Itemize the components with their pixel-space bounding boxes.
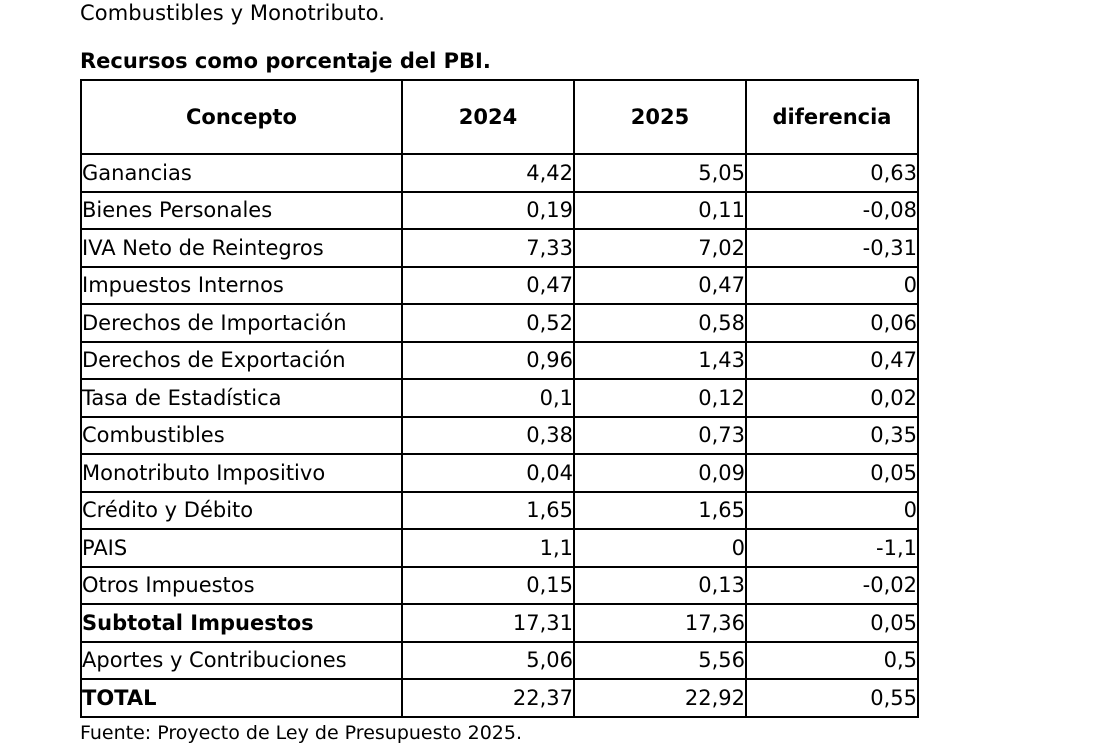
- cell-2025: 0,12: [573, 378, 747, 418]
- cell-2025: 22,92: [573, 678, 747, 718]
- cell-diferencia: 0: [745, 490, 919, 530]
- cell-concepto: Impuestos Internos: [80, 265, 403, 305]
- cell-diferencia: 0,06: [745, 303, 919, 343]
- cell-concepto: Monotributo Impositivo: [80, 453, 403, 493]
- cell-concepto: Derechos de Exportación: [80, 340, 403, 380]
- cell-2024: 22,37: [401, 678, 575, 718]
- header-2025: 2025: [573, 79, 747, 155]
- cell-diferencia: -0,31: [745, 228, 919, 268]
- cell-2025: 0,11: [573, 190, 747, 230]
- cell-concepto: Combustibles: [80, 415, 403, 455]
- cell-concepto: Ganancias: [80, 153, 403, 193]
- cell-2024: 0,96: [401, 340, 575, 380]
- table-row: Impuestos Internos 0,47 0,47 0: [80, 265, 919, 305]
- cell-diferencia: 0,55: [745, 678, 919, 718]
- cell-concepto: Bienes Personales: [80, 190, 403, 230]
- cell-2025: 1,43: [573, 340, 747, 380]
- cell-diferencia: 0: [745, 265, 919, 305]
- cell-concepto: PAIS: [80, 528, 403, 568]
- table-row: Derechos de Exportación 0,96 1,43 0,47: [80, 340, 919, 380]
- cell-diferencia: 0,63: [745, 153, 919, 193]
- cell-2024: 1,65: [401, 490, 575, 530]
- cell-diferencia: 0,02: [745, 378, 919, 418]
- cell-concepto: Aportes y Contribuciones: [80, 640, 403, 680]
- table-row: Derechos de Importación 0,52 0,58 0,06: [80, 303, 919, 343]
- cell-2024: 7,33: [401, 228, 575, 268]
- table-row: IVA Neto de Reintegros 7,33 7,02 -0,31: [80, 228, 919, 268]
- header-concepto: Concepto: [80, 79, 403, 155]
- table-title: Recursos como porcentaje del PBI.: [80, 49, 491, 73]
- cell-2024: 0,15: [401, 565, 575, 605]
- cell-diferencia: 0,05: [745, 453, 919, 493]
- cell-concepto: Crédito y Débito: [80, 490, 403, 530]
- table-row: Monotributo Impositivo 0,04 0,09 0,05: [80, 453, 919, 493]
- cell-diferencia: -0,02: [745, 565, 919, 605]
- table-row: Subtotal Impuestos 17,31 17,36 0,05: [80, 603, 919, 643]
- cell-2025: 0,73: [573, 415, 747, 455]
- cell-diferencia: 0,05: [745, 603, 919, 643]
- header-diferencia: diferencia: [745, 79, 919, 155]
- table-row: Otros Impuestos 0,15 0,13 -0,02: [80, 565, 919, 605]
- cell-2025: 0,47: [573, 265, 747, 305]
- cell-2024: 0,47: [401, 265, 575, 305]
- resources-table: Concepto 2024 2025 diferencia Ganancias 4…: [80, 79, 919, 718]
- cell-2025: 17,36: [573, 603, 747, 643]
- cell-diferencia: -1,1: [745, 528, 919, 568]
- cell-diferencia: -0,08: [745, 190, 919, 230]
- table-row: Tasa de Estadística 0,1 0,12 0,02: [80, 378, 919, 418]
- cell-2025: 0,13: [573, 565, 747, 605]
- cell-concepto: Derechos de Importación: [80, 303, 403, 343]
- cell-2025: 5,05: [573, 153, 747, 193]
- cell-2024: 0,19: [401, 190, 575, 230]
- cell-2024: 0,1: [401, 378, 575, 418]
- table-row: Bienes Personales 0,19 0,11 -0,08: [80, 190, 919, 230]
- cell-2024: 1,1: [401, 528, 575, 568]
- cell-2024: 0,52: [401, 303, 575, 343]
- table-row: Crédito y Débito 1,65 1,65 0: [80, 490, 919, 530]
- cell-concepto: Otros Impuestos: [80, 565, 403, 605]
- cell-concepto: IVA Neto de Reintegros: [80, 228, 403, 268]
- cell-2025: 0: [573, 528, 747, 568]
- cell-concepto: Subtotal Impuestos: [80, 603, 403, 643]
- cell-2024: 0,38: [401, 415, 575, 455]
- cell-concepto: TOTAL: [80, 678, 403, 718]
- cell-2024: 0,04: [401, 453, 575, 493]
- cell-2024: 5,06: [401, 640, 575, 680]
- cell-2024: 4,42: [401, 153, 575, 193]
- cell-2025: 7,02: [573, 228, 747, 268]
- table-row: Combustibles 0,38 0,73 0,35: [80, 415, 919, 455]
- cell-2024: 17,31: [401, 603, 575, 643]
- table-body: Ganancias 4,42 5,05 0,63 Bienes Personales 0,…: [80, 153, 919, 718]
- cell-diferencia: 0,47: [745, 340, 919, 380]
- table-row: Aportes y Contribuciones 5,06 5,56 0,5: [80, 640, 919, 680]
- header-2024: 2024: [401, 79, 575, 155]
- intro-text: Combustibles y Monotributo.: [80, 1, 385, 25]
- cell-diferencia: 0,35: [745, 415, 919, 455]
- cell-concepto: Tasa de Estadística: [80, 378, 403, 418]
- cell-2025: 5,56: [573, 640, 747, 680]
- cell-2025: 0,09: [573, 453, 747, 493]
- header-row: Concepto 2024 2025 diferencia: [80, 79, 919, 155]
- cell-2025: 0,58: [573, 303, 747, 343]
- table-row: PAIS 1,1 0 -1,1: [80, 528, 919, 568]
- table-row: TOTAL 22,37 22,92 0,55: [80, 678, 919, 718]
- source-note: Fuente: Proyecto de Ley de Presupuesto 2…: [80, 722, 523, 744]
- cell-2025: 1,65: [573, 490, 747, 530]
- table-row: Ganancias 4,42 5,05 0,63: [80, 153, 919, 193]
- cell-diferencia: 0,5: [745, 640, 919, 680]
